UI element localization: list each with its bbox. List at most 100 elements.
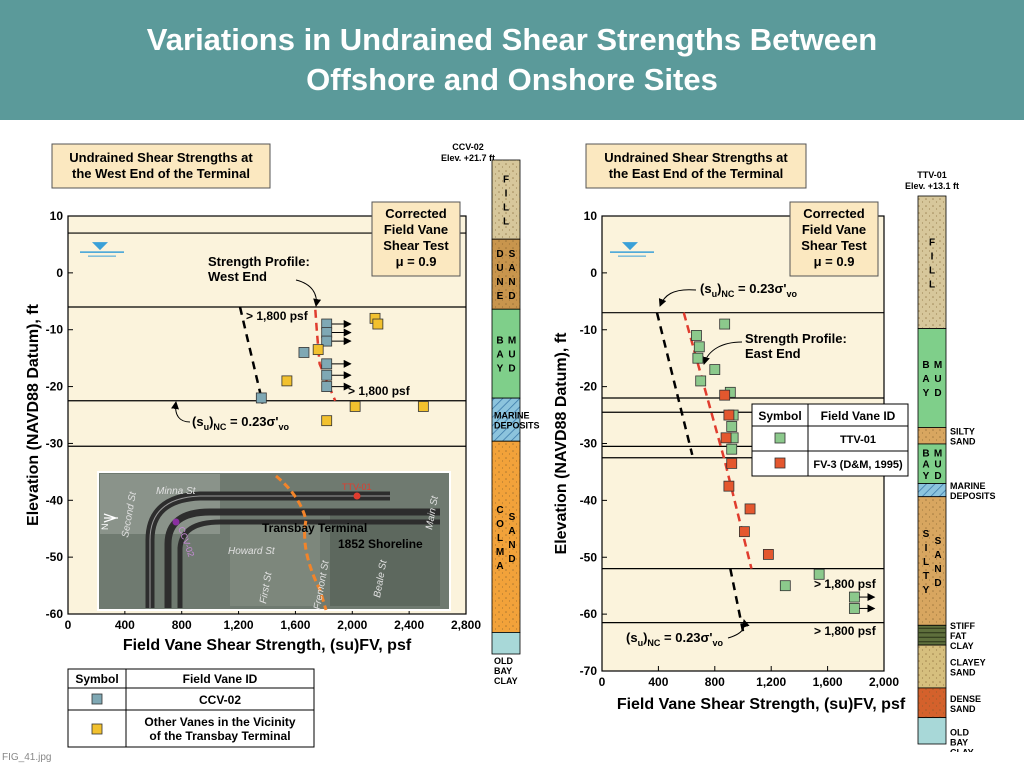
north-arrow-icon <box>103 513 118 523</box>
nc-label-upper-part-4: = 0.23σ' <box>734 281 786 296</box>
boring-layer-letter-1-0-0: B <box>922 360 929 371</box>
boring-layer-letter-5-0-4: Y <box>923 585 930 596</box>
chart-title-line-1: the West End of the Terminal <box>72 166 250 181</box>
map-block-3 <box>330 510 440 606</box>
slide-title-bar: Variations in Undrained Shear Strengths … <box>0 0 1024 120</box>
boring-layer-letter-2-0-2: Y <box>497 364 504 375</box>
boring-layer-letter-1-1-0: M <box>934 360 942 371</box>
corrected-box-line-2: Shear Test <box>383 238 449 253</box>
boring-layer-label-3-0: MARINE <box>494 411 530 421</box>
nc-label-upper-part-3: NC <box>721 289 734 299</box>
data-point-0-12 <box>813 568 825 580</box>
boring-elev: Elev. +21.7 ft <box>441 153 495 163</box>
nc-line <box>238 306 264 404</box>
data-point-1-6 <box>417 401 429 412</box>
boring-layer-label-4-0: MARINE <box>950 481 986 491</box>
x-tick-label-5: 2,000 <box>337 618 367 632</box>
boring-layer-letter-1-0-3: E <box>497 291 504 302</box>
legend-header-symbol: Symbol <box>758 409 801 423</box>
nc-label-lower-part-0: (s <box>626 630 638 645</box>
boring-layer-letter-5-0-2: L <box>923 557 929 568</box>
nc-label-upper-part-5: vo <box>787 289 798 299</box>
data-point-1-6 <box>739 526 750 538</box>
boring-layer-texture-0 <box>492 160 520 240</box>
legend-frame <box>67 668 315 748</box>
x-tick-label-1: 400 <box>115 618 135 632</box>
x-tick-label-4: 1,600 <box>813 675 843 689</box>
data-point-0-5 <box>321 358 333 370</box>
legend: Symbol Field Vane ID CCV-02 Other Vanes in … <box>67 668 315 748</box>
boring-layer-letter-4-1-3: D <box>508 554 515 565</box>
corrected-box-line-3: μ = 0.9 <box>814 254 855 269</box>
y-tick-label-6: -50 <box>46 550 64 564</box>
legend-header-id: Field Vane ID <box>821 409 896 423</box>
corrected-box <box>371 201 461 277</box>
boring-layer-letter-0-0-1: I <box>505 189 508 200</box>
y-tick-label-4: -30 <box>46 436 64 450</box>
chart-title-line-0: Undrained Shear Strengths at <box>69 150 253 165</box>
chart-title-line-0: Undrained Shear Strengths at <box>604 150 788 165</box>
boring-layer-1 <box>917 328 947 428</box>
corrected-box <box>789 201 879 277</box>
boring-layer-letter-1-1-2: D <box>934 388 941 399</box>
boring-layer-letter-2-1-1: U <box>508 350 515 361</box>
data-point-1-7 <box>762 549 774 560</box>
boring-layer-label-5-0: OLD <box>494 656 513 666</box>
data-point-1-5 <box>321 415 333 427</box>
boring-layer-letter-4-0-1: O <box>496 519 504 530</box>
boring-layer-texture-8 <box>918 687 946 718</box>
nc-label-part-1: u <box>204 422 210 432</box>
legend-swatch-ccv02 <box>91 693 103 705</box>
nc-label-lower-part-4: = 0.23σ' <box>660 630 712 645</box>
data-point-0-3 <box>692 352 704 364</box>
boring-layer-letter-4-0-0: C <box>496 505 503 516</box>
boring-layer-letter-3-1-0: M <box>934 449 942 460</box>
legend-swatch-ttv01 <box>774 432 786 444</box>
boring-layer-label-6-2: CLAY <box>950 641 974 651</box>
legend-row2-label: FV-3 (D&M, 1995) <box>813 459 903 471</box>
x-tick-label-1: 400 <box>648 675 668 689</box>
boring-layer-texture-1 <box>492 239 520 310</box>
nc-label-pointer <box>171 401 191 423</box>
map-ccv02-marker <box>172 518 180 526</box>
data-point-1-4 <box>349 401 361 412</box>
boring-layer-letter-3-0-1: A <box>922 460 929 471</box>
nc-label-upper-part-0: (s <box>700 281 712 296</box>
boring-layer-letter-5-1-2: N <box>934 564 941 575</box>
data-point-0-14 <box>848 603 860 614</box>
boring-layer-label-7-0: CLAYEY <box>950 658 986 668</box>
data-point-1-3 <box>726 458 738 469</box>
nc-label-upper-part-1: u <box>712 289 718 299</box>
nc-label-part-4: = 0.23σ' <box>226 414 278 429</box>
boring-layer-label-4-1: DEPOSITS <box>950 491 996 501</box>
y-tick-label-7: -60 <box>46 607 64 621</box>
boring-layer-2 <box>491 308 521 399</box>
boring-layer-label-5-2: CLAY <box>494 676 518 686</box>
boring-layer-label-8-1: SAND <box>950 704 976 714</box>
boring-layer-label-6-0: STIFF <box>950 621 975 631</box>
map-shoreline-label: 1852 Shoreline <box>338 537 423 551</box>
boring-layer-letter-2-1-0: M <box>508 336 516 347</box>
west-end-chart: 0 400 800 1,200 1,600 2,000 2,400 2,800 10 0 -10 -2… <box>25 142 540 748</box>
gt-1800-upper: > 1,800 psf <box>814 577 877 591</box>
nc-label-lower-part-2: ) <box>643 630 647 645</box>
boring-layer-texture-0 <box>918 196 946 329</box>
boring-layer-texture-2 <box>918 427 946 444</box>
data-point-1-3 <box>372 318 384 330</box>
y-tick-label-3: -20 <box>46 380 64 394</box>
corrected-box-line-1: Field Vane <box>802 222 866 237</box>
profile-label-pointer <box>295 279 322 307</box>
boring-layer-letter-2-1-2: D <box>508 364 515 375</box>
boring-layer-letter-1-0-0: D <box>496 249 503 260</box>
chart-title-line-1: the East End of the Terminal <box>609 166 784 181</box>
nc-line <box>655 312 694 456</box>
corrected-box-line-0: Corrected <box>385 206 446 221</box>
boring-layer-letter-1-1-1: A <box>508 263 515 274</box>
data-point-0-6 <box>321 369 333 381</box>
x-axis-label: Field Vane Shear Strength, (su)FV, psf <box>617 696 906 713</box>
boring-layer-label-2-0: SILTY <box>950 427 975 437</box>
boring-layer-letter-5-0-1: I <box>925 543 928 554</box>
legend-row1-label: TTV-01 <box>840 434 876 446</box>
legend-row2-label-1: Other Vanes in the Vicinity <box>144 715 295 729</box>
gt-1800-lower: > 1,800 psf <box>814 624 877 638</box>
